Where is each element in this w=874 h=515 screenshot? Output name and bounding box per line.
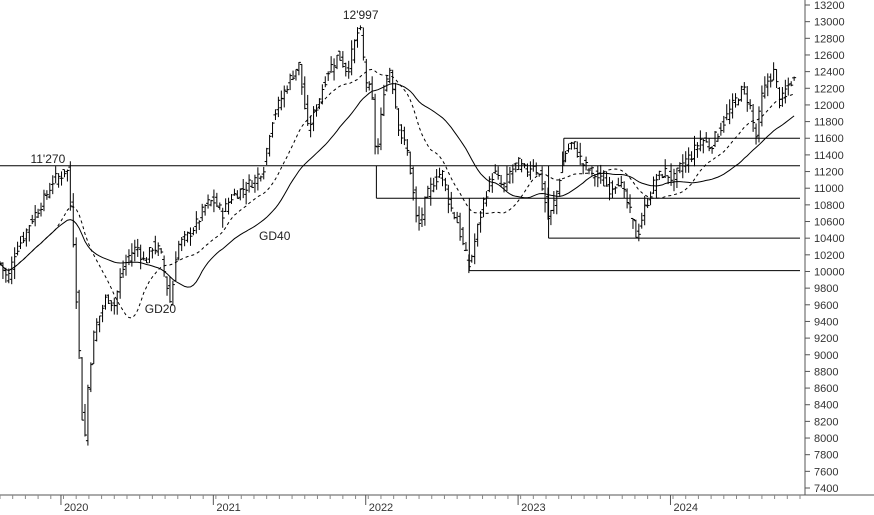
- y-tick-label: 9200: [814, 333, 838, 345]
- y-tick-label: 8600: [814, 383, 838, 395]
- annotation-label: GD40: [259, 229, 291, 243]
- y-tick-label: 12800: [814, 33, 845, 45]
- x-tick-label: 2020: [64, 502, 88, 514]
- y-tick-label: 12400: [814, 67, 845, 79]
- y-tick-label: 12000: [814, 100, 845, 112]
- x-tick-label: 2023: [521, 502, 545, 514]
- y-tick-label: 8400: [814, 400, 838, 412]
- annotation-label: 12'997: [343, 8, 379, 22]
- chart-annotations: 11'270 12'997 GD40 GD20: [30, 8, 378, 316]
- x-axis: 2020 2021 2022 2023 2024: [0, 495, 801, 514]
- y-tick-label: 10400: [814, 233, 845, 245]
- y-tick-label: 8200: [814, 416, 838, 428]
- y-tick-label: 11200: [814, 167, 844, 179]
- annotation-label: 11'270: [30, 152, 65, 166]
- y-tick-label: 10600: [814, 217, 845, 229]
- y-tick-label: 11400: [814, 150, 844, 162]
- gd20-moving-average-line: [0, 68, 795, 319]
- support-resistance-lines: [0, 137, 800, 272]
- y-axis: 7400 7600 7800 8000 8200 8400 8600 8800 9000 9200…: [805, 0, 845, 495]
- gd40-moving-average-line: [0, 83, 795, 288]
- y-tick-label: 12200: [814, 83, 845, 95]
- x-tick-label: 2024: [673, 502, 697, 514]
- y-tick-label: 13200: [814, 0, 845, 12]
- y-tick-label: 8000: [814, 433, 838, 445]
- x-tick-label: 2022: [369, 502, 393, 514]
- y-tick-label: 7400: [814, 483, 838, 495]
- y-tick-label: 9400: [814, 316, 838, 328]
- y-tick-label: 11800: [814, 117, 844, 129]
- y-tick-label: 11000: [814, 183, 844, 195]
- y-tick-label: 9800: [814, 283, 838, 295]
- y-tick-label: 8800: [814, 366, 838, 378]
- y-tick-label: 9600: [814, 300, 838, 312]
- x-tick-label: 2021: [216, 502, 240, 514]
- y-tick-label: 12600: [814, 50, 845, 62]
- y-tick-label: 9000: [814, 350, 838, 362]
- y-tick-label: 10800: [814, 200, 845, 212]
- annotation-label: GD20: [145, 302, 177, 316]
- y-tick-label: 7600: [814, 466, 838, 478]
- y-tick-label: 10000: [814, 266, 845, 278]
- y-tick-label: 13000: [814, 17, 845, 29]
- y-tick-label: 7800: [814, 450, 838, 462]
- y-tick-label: 11600: [814, 133, 844, 145]
- y-tick-label: 10200: [814, 250, 845, 262]
